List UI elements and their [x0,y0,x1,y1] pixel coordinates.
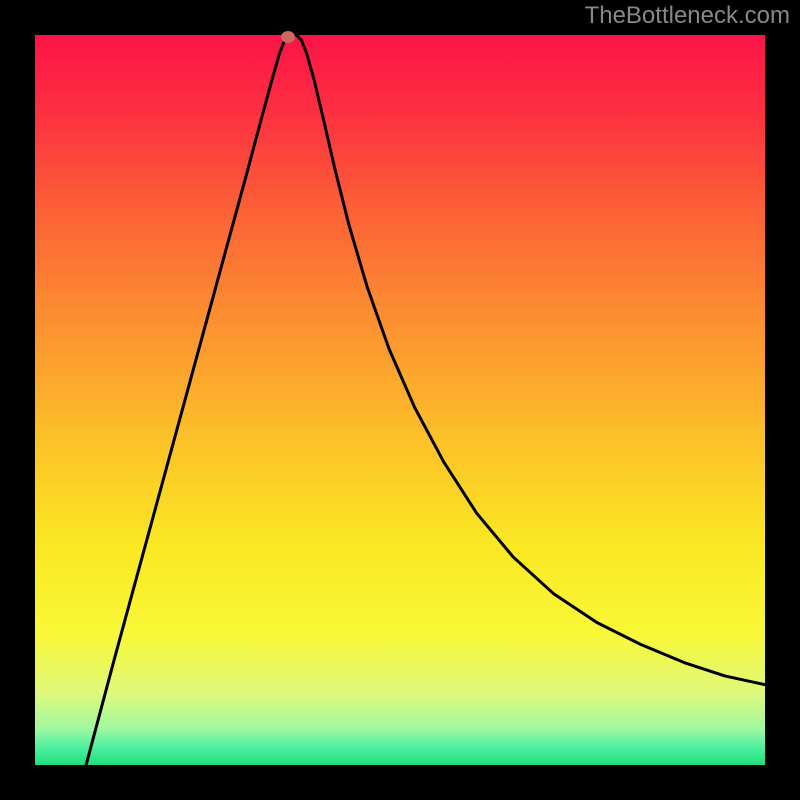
bottleneck-chart [35,35,765,765]
chart-frame: TheBottleneck.com [0,0,800,800]
watermark-text: TheBottleneck.com [585,2,790,30]
plot-background [35,35,765,765]
optimum-marker [281,31,295,43]
